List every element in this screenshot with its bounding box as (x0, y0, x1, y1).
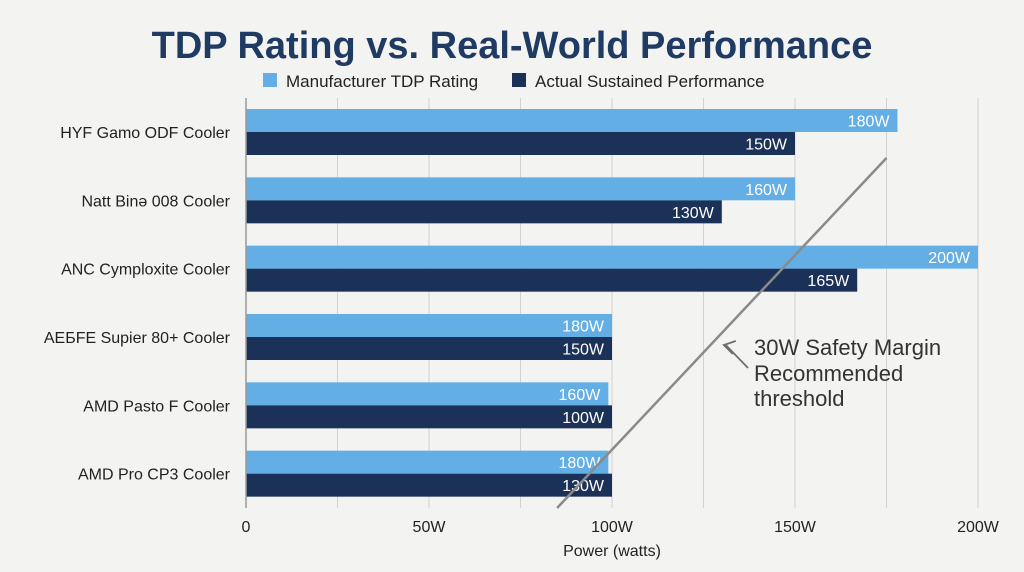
x-tick-label: 200W (957, 519, 1000, 536)
x-tick-label: 150W (774, 519, 817, 536)
annotation-arrow (722, 340, 749, 369)
chart-title: TDP Rating vs. Real-World Performance (152, 25, 873, 67)
legend-label-actual: Actual Sustained Performance (535, 72, 765, 91)
bar-manufacturer-tdp-rating (246, 177, 795, 201)
data-label-manufacturer-tdp-rating: 160W (745, 182, 788, 199)
x-axis-label: Power (watts) (563, 543, 661, 560)
category-label: AEБFE Supier 80+ Cooler (44, 330, 231, 347)
data-label-manufacturer-tdp-rating: 160W (559, 387, 602, 404)
bar-actual-sustained-performance (246, 200, 722, 224)
data-label-actual-sustained-performance: 150W (562, 342, 605, 359)
x-axis-ticks: 0 50W 100W 150W 200W (242, 519, 1000, 536)
data-label-actual-sustained-performance: 150W (745, 137, 788, 154)
category-label: AMD Pasto F Cooler (83, 398, 230, 415)
data-label-manufacturer-tdp-rating: 180W (562, 319, 605, 336)
bar-actual-sustained-performance (246, 405, 612, 429)
x-tick-label: 0 (242, 519, 251, 536)
safety-margin-line (556, 157, 888, 509)
bar-manufacturer-tdp-rating (246, 245, 978, 269)
data-label-manufacturer-tdp-rating: 180W (848, 114, 891, 131)
bar-manufacturer-tdp-rating (246, 109, 898, 132)
bars: 180W 150W 160W 130W 200W 165W 180W 150W 160W 100W… (246, 109, 978, 497)
legend-label-tdp: Manufacturer TDP Rating (286, 72, 478, 91)
category-label: HYF Gamo ODF Cooler (60, 125, 230, 142)
category-label: AMD Pro CP3 Cooler (78, 467, 231, 484)
annotation-line-1: 30W Safety Margin (754, 335, 941, 360)
legend-swatch-actual (512, 73, 526, 87)
data-label-manufacturer-tdp-rating: 200W (928, 250, 971, 267)
grid (337, 98, 979, 508)
data-label-actual-sustained-performance: 100W (562, 410, 605, 427)
bar-actual-sustained-performance (246, 337, 612, 360)
bar-actual-sustained-performance (246, 268, 858, 292)
annotation-arrow-head (722, 340, 737, 355)
annotation-line-3: threshold (754, 386, 845, 411)
bar-manufacturer-tdp-rating (246, 314, 612, 337)
legend: Manufacturer TDP Rating Actual Sustained… (263, 72, 765, 91)
bar-manufacturer-tdp-rating (246, 450, 609, 474)
x-tick-label: 100W (591, 519, 634, 536)
annotation-arrow-shaft (725, 344, 749, 369)
category-label: Natt Binə 008 Cooler (81, 193, 230, 210)
category-label: ANC Cymploxite Cooler (61, 262, 231, 279)
data-label-actual-sustained-performance: 165W (807, 273, 850, 290)
data-label-actual-sustained-performance: 130W (672, 205, 715, 222)
category-labels: HYF Gamo ODF Cooler Natt Binə 008 Cooler A… (44, 125, 231, 484)
annotation-line-2: Recommended (754, 361, 903, 386)
bar-actual-sustained-performance (246, 473, 612, 497)
legend-swatch-tdp (263, 73, 277, 87)
x-tick-label: 50W (413, 519, 447, 536)
bar-manufacturer-tdp-rating (246, 382, 609, 406)
data-label-manufacturer-tdp-rating: 180W (559, 455, 602, 472)
safety-margin-annotation: 30W Safety Margin Recommended threshold (556, 157, 941, 509)
bar-actual-sustained-performance (246, 132, 795, 155)
